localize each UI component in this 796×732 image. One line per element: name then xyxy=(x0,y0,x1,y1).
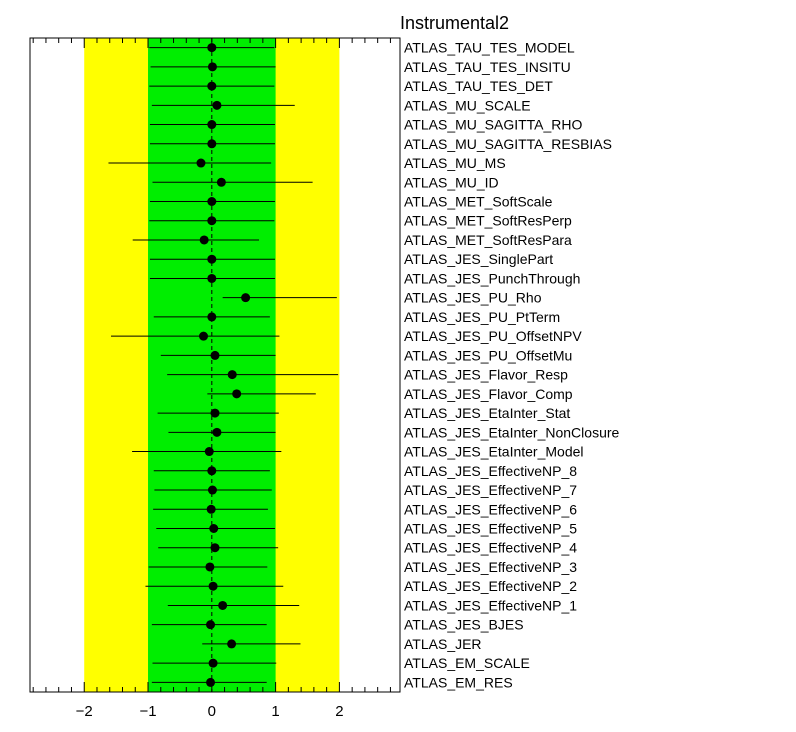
data-point-24 xyxy=(207,485,217,495)
data-point-4 xyxy=(212,100,222,110)
parameter-label-11: ATLAS_MET_SoftResPara xyxy=(404,232,572,248)
data-point-21 xyxy=(212,427,222,437)
parameter-label-2: ATLAS_TAU_TES_INSITU xyxy=(404,59,571,75)
data-point-28 xyxy=(205,562,215,572)
parameter-label-6: ATLAS_MU_SAGITTA_RESBIAS xyxy=(404,136,612,152)
parameter-label-21: ATLAS_JES_EtaInter_NonClosure xyxy=(404,424,620,440)
data-point-32 xyxy=(227,639,237,649)
parameter-label-14: ATLAS_JES_PU_Rho xyxy=(404,290,542,306)
data-point-17 xyxy=(210,350,220,360)
pull-points xyxy=(108,43,339,687)
parameter-label-24: ATLAS_JES_EffectiveNP_7 xyxy=(404,482,577,498)
data-point-29 xyxy=(208,581,218,591)
data-point-10 xyxy=(207,216,217,226)
data-point-31 xyxy=(206,620,216,630)
data-point-25 xyxy=(206,504,216,514)
x-tick-label-4: 1 xyxy=(271,703,279,720)
data-point-22 xyxy=(204,447,214,457)
chart-title: Instrumental2 xyxy=(400,13,509,33)
parameter-label-12: ATLAS_JES_SinglePart xyxy=(404,251,553,267)
parameter-label-13: ATLAS_JES_PunchThrough xyxy=(404,270,580,286)
data-point-9 xyxy=(207,197,217,206)
data-point-20 xyxy=(210,408,220,418)
x-tick-label-1: −2 xyxy=(76,703,93,720)
data-point-11 xyxy=(199,235,209,245)
data-point-30 xyxy=(218,600,228,610)
parameter-label-25: ATLAS_JES_EffectiveNP_6 xyxy=(404,501,577,517)
data-point-23 xyxy=(207,466,217,476)
parameter-label-19: ATLAS_JES_Flavor_Comp xyxy=(404,386,573,402)
data-point-13 xyxy=(207,273,217,283)
parameter-label-17: ATLAS_JES_PU_OffsetMu xyxy=(404,347,572,363)
parameter-labels: ATLAS_TAU_TES_MODEL ATLAS_TAU_TES_INSITU A… xyxy=(404,40,620,691)
parameter-label-22: ATLAS_JES_EtaInter_Model xyxy=(404,444,584,460)
parameter-label-1: ATLAS_TAU_TES_MODEL xyxy=(404,40,575,56)
parameter-label-30: ATLAS_JES_EffectiveNP_1 xyxy=(404,597,577,613)
parameter-label-10: ATLAS_MET_SoftResPerp xyxy=(404,213,572,229)
parameter-label-20: ATLAS_JES_EtaInter_Stat xyxy=(404,405,570,421)
parameter-label-3: ATLAS_TAU_TES_DET xyxy=(404,78,553,94)
x-tick-label-3: 0 xyxy=(208,703,216,720)
data-point-16 xyxy=(199,331,209,341)
parameter-label-34: ATLAS_EM_RES xyxy=(404,674,513,690)
data-point-26 xyxy=(209,524,219,533)
parameter-label-27: ATLAS_JES_EffectiveNP_4 xyxy=(404,540,577,556)
data-point-2 xyxy=(207,62,217,72)
parameter-label-33: ATLAS_EM_SCALE xyxy=(404,655,530,671)
data-point-27 xyxy=(210,543,220,553)
parameter-label-28: ATLAS_JES_EffectiveNP_3 xyxy=(404,559,577,575)
data-point-5 xyxy=(207,120,217,130)
data-point-18 xyxy=(227,370,237,380)
parameter-label-4: ATLAS_MU_SCALE xyxy=(404,97,531,113)
data-point-7 xyxy=(196,158,206,168)
data-point-14 xyxy=(241,293,251,303)
x-tick-label-2: −1 xyxy=(139,703,156,720)
data-point-6 xyxy=(207,139,217,149)
parameter-label-32: ATLAS_JER xyxy=(404,636,482,652)
parameter-label-26: ATLAS_JES_EffectiveNP_5 xyxy=(404,521,577,537)
x-tick-label-5: 2 xyxy=(335,703,343,720)
parameter-label-5: ATLAS_MU_SAGITTA_RHO xyxy=(404,117,583,133)
parameter-label-18: ATLAS_JES_Flavor_Resp xyxy=(404,367,568,383)
data-point-34 xyxy=(206,677,216,687)
parameter-label-9: ATLAS_MET_SoftScale xyxy=(404,194,553,210)
data-point-12 xyxy=(207,254,217,264)
parameter-label-23: ATLAS_JES_EffectiveNP_8 xyxy=(404,463,577,479)
data-point-33 xyxy=(208,658,218,668)
data-point-3 xyxy=(207,81,217,91)
parameter-label-29: ATLAS_JES_EffectiveNP_2 xyxy=(404,578,577,594)
parameter-label-8: ATLAS_MU_ID xyxy=(404,174,499,190)
data-point-15 xyxy=(207,312,217,322)
data-point-19 xyxy=(232,389,242,399)
data-point-8 xyxy=(216,177,226,187)
parameter-label-31: ATLAS_JES_BJES xyxy=(404,617,524,633)
x-axis: −2 −1 0 1 2 xyxy=(32,38,391,720)
parameter-label-7: ATLAS_MU_MS xyxy=(404,155,506,171)
parameter-label-15: ATLAS_JES_PU_PtTerm xyxy=(404,309,560,325)
parameter-label-16: ATLAS_JES_PU_OffsetNPV xyxy=(404,328,582,344)
plot-frame xyxy=(29,37,401,693)
